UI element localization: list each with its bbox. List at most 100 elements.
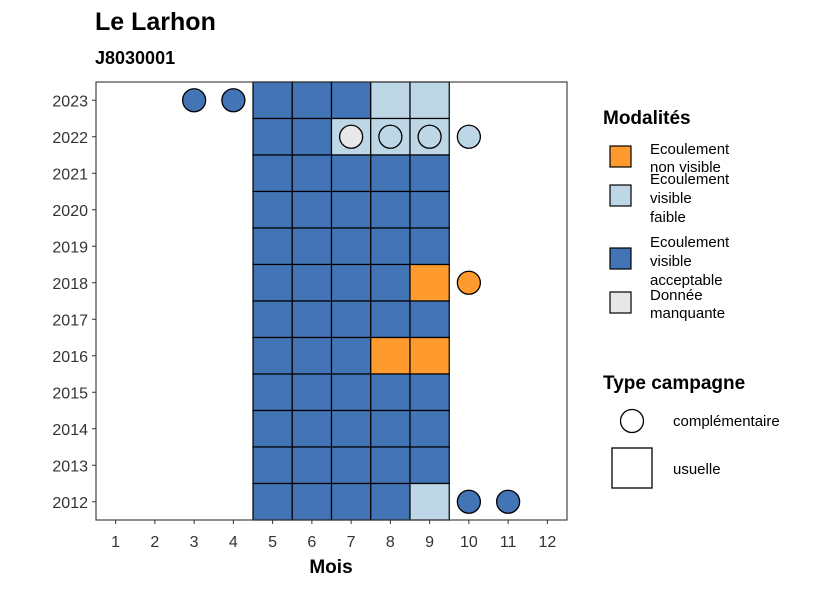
legend-label-line: acceptable: [650, 272, 723, 289]
tile-2023-6: [291, 81, 333, 120]
tile-2023-8: [370, 81, 411, 120]
tile-2015-5: [252, 373, 293, 412]
tile-2019-9: [409, 227, 450, 266]
plot-area: 1 2 3 4 5 6 7 8 9 10 11 122012201320142015201620172…: [52, 81, 568, 551]
legend-key-acceptable: [609, 247, 632, 270]
x-tick-label: 7: [347, 534, 356, 551]
point-2023-4: [221, 88, 246, 113]
tile-2016-8: [370, 336, 411, 375]
chart-subtitle: J8030001: [95, 48, 175, 68]
tile-2014-7: [330, 409, 372, 448]
tile-2021-6: [291, 154, 333, 193]
tile-2019-8: [370, 227, 411, 266]
tile-2012-6: [291, 482, 333, 521]
tile-2020-7: [330, 190, 372, 229]
tile-2015-9: [409, 373, 450, 412]
point-2022-8: [378, 124, 403, 149]
panel-border: [95, 81, 568, 521]
tile-2023-9: [409, 81, 450, 120]
tile-2020-8: [370, 190, 411, 229]
tile-2019-5: [252, 227, 293, 266]
point-2023-3: [181, 88, 207, 113]
tile-2021-5: [252, 154, 293, 193]
legend-label-line: visible: [650, 190, 692, 207]
tile-2012-7: [330, 482, 372, 521]
tile-2016-5: [252, 336, 293, 375]
legend-campagne-label: complémentaire: [673, 413, 780, 430]
tile-2012-5: [252, 482, 293, 521]
point-2018-10: [456, 270, 482, 295]
legend-label-line: Ecoulement: [650, 141, 730, 158]
tile-2012-8: [370, 482, 411, 521]
legend-label-line: Ecoulement: [650, 171, 730, 188]
tile-2020-6: [291, 190, 333, 229]
y-tick-label: 2022: [52, 130, 88, 147]
legend-label-line: non visible: [650, 159, 721, 176]
tile-2013-8: [370, 446, 411, 485]
legend-key-manquante: [609, 291, 632, 314]
legend-label-line: Ecoulement: [650, 234, 730, 251]
point-2022-7: [338, 124, 364, 149]
legend-modalites-title: Modalités: [603, 108, 691, 129]
x-axis-title: Mois: [309, 557, 352, 578]
tile-2018-9: [409, 263, 450, 302]
x-tick-label: 8: [386, 534, 395, 551]
tile-2016-9: [409, 336, 450, 375]
x-tick-label: 9: [425, 534, 434, 551]
legend-key-faible: [609, 184, 632, 207]
legend-label-line: Donnée: [650, 287, 703, 304]
tile-2017-8: [370, 300, 411, 339]
tile-2019-6: [291, 227, 333, 266]
legend-label-line: faible: [650, 209, 686, 226]
y-tick-label: 2019: [52, 239, 88, 256]
x-tick-label: 3: [190, 534, 199, 551]
legend-label-line: manquante: [650, 305, 725, 322]
tile-2017-7: [330, 300, 372, 339]
x-tick-label: 5: [268, 534, 277, 551]
tile-2014-6: [291, 409, 333, 448]
y-tick-label: 2016: [52, 349, 88, 366]
legend-circle-key: [619, 408, 645, 434]
x-tick-label: 4: [229, 534, 238, 551]
legend-square-key: [611, 447, 653, 489]
x-tick-label: 12: [538, 534, 556, 551]
tile-2022-5: [252, 117, 293, 156]
y-tick-label: 2017: [52, 312, 88, 329]
tile-2017-9: [409, 300, 450, 339]
y-tick-label: 2014: [52, 422, 88, 439]
tile-2018-7: [330, 263, 372, 302]
tile-2015-8: [370, 373, 411, 412]
tile-2021-7: [330, 154, 372, 193]
tile-2015-7: [330, 373, 372, 412]
x-tick-label: 11: [500, 534, 517, 551]
y-tick-label: 2020: [52, 203, 88, 220]
tile-2013-7: [330, 446, 372, 485]
x-tick-label: 6: [307, 534, 316, 551]
legend-campagne-title: Type campagne: [603, 373, 745, 394]
tile-2013-5: [252, 446, 293, 485]
tile-2017-6: [291, 300, 333, 339]
point-2022-9: [417, 124, 442, 149]
legend-label-line: visible: [650, 253, 692, 270]
tile-2014-5: [252, 409, 293, 448]
tile-2020-9: [409, 190, 450, 229]
tile-2013-6: [291, 446, 333, 485]
tile-2018-8: [370, 263, 411, 302]
tile-2014-9: [409, 409, 450, 448]
y-tick-label: 2018: [52, 276, 88, 293]
y-tick-label: 2012: [52, 495, 88, 512]
tile-2021-8: [370, 154, 411, 193]
tile-2017-5: [252, 300, 293, 339]
tile-2016-6: [291, 336, 333, 375]
tile-2020-5: [252, 190, 293, 229]
tile-2023-7: [330, 81, 372, 120]
y-tick-label: 2021: [52, 166, 88, 183]
chart-title: Le Larhon: [95, 8, 216, 36]
point-2022-10: [456, 124, 482, 149]
tile-2023-5: [252, 81, 293, 120]
y-tick-label: 2013: [52, 458, 88, 475]
y-tick-label: 2023: [52, 93, 88, 110]
tile-2018-6: [291, 263, 333, 302]
x-tick-label: 2: [150, 534, 159, 551]
tile-2012-9: [409, 482, 450, 521]
